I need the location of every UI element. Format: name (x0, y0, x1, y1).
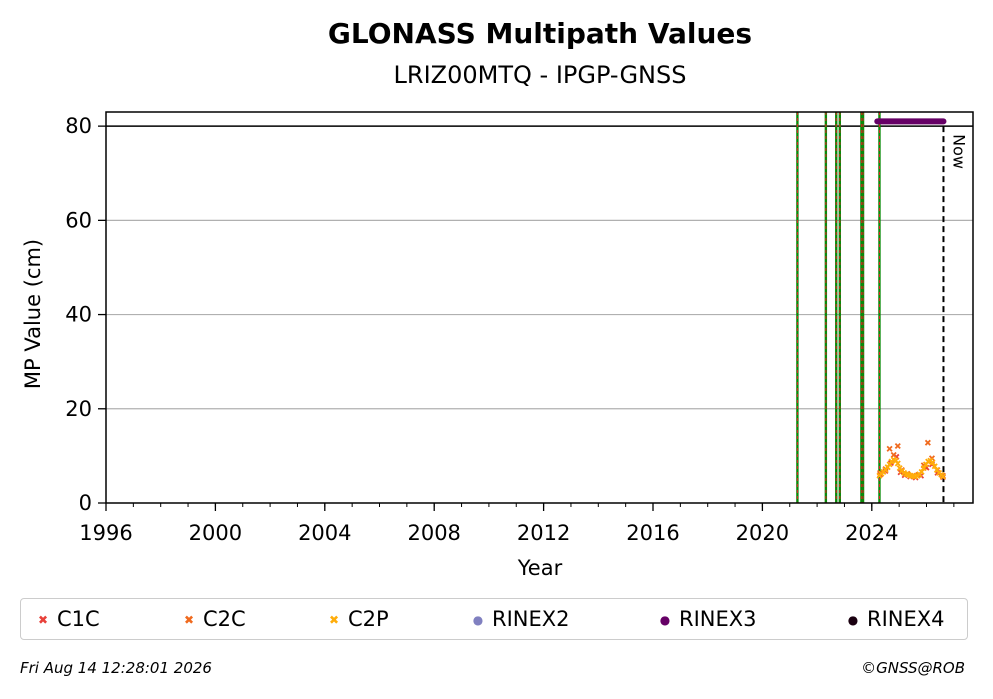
legend-item-c2c: ✖ C2C (181, 608, 246, 631)
data-point (931, 463, 938, 470)
x-marker-icon: ✖ (183, 613, 195, 627)
legend-label: RINEX2 (492, 607, 570, 631)
legend-item-rinex3: ● RINEX3 (657, 608, 757, 631)
plot-frame (105, 111, 974, 504)
y-tick-label: 0 (79, 491, 92, 515)
x-tick-label: 2020 (736, 521, 789, 545)
legend-label: C2C (203, 607, 246, 631)
data-point (939, 473, 946, 480)
y-tick-label: 60 (65, 208, 92, 232)
x-tick-label: 2000 (189, 521, 242, 545)
chart-subtitle: LRIZ00MTQ - IPGP-GNSS (394, 61, 687, 89)
now-label: Now (949, 134, 968, 169)
legend: ✖ C1C ✖ C2C ✖ C2P ● RINEX2 ● RINEX3 ● RINEX4 (20, 598, 968, 640)
y-tick-label: 80 (65, 114, 92, 138)
data-point (894, 442, 901, 450)
copyright-credit: ©GNSS@ROB (861, 659, 965, 677)
x-tick-label: 2004 (298, 521, 351, 545)
data-point (890, 451, 897, 458)
x-tick-label: 2024 (845, 521, 898, 545)
data-point (886, 445, 893, 452)
legend-item-c1c: ✖ C1C (35, 608, 100, 631)
x-axis-label: Year (517, 556, 563, 580)
legend-label: C1C (57, 607, 100, 631)
legend-item-c2p: ✖ C2P (326, 608, 389, 631)
x-tick-label: 1996 (79, 521, 132, 545)
x-tick-label: 2012 (517, 521, 570, 545)
legend-item-rinex2: ● RINEX2 (470, 608, 570, 631)
legend-label: C2P (348, 607, 389, 631)
y-tick-label: 40 (65, 303, 92, 327)
y-tick-label: 20 (65, 397, 92, 421)
legend-item-rinex4: ● RINEX4 (845, 608, 945, 631)
chart: GLONASS Multipath Values LRIZ00MTQ - IPG… (21, 17, 974, 580)
dot-marker-icon: ● (659, 613, 671, 627)
legend-label: RINEX3 (679, 607, 757, 631)
generated-timestamp: Fri Aug 14 12:28:01 2026 (20, 659, 212, 677)
dot-marker-icon: ● (847, 613, 859, 627)
x-marker-icon: ✖ (37, 613, 49, 627)
data-point (894, 460, 901, 467)
x-tick-label: 2016 (626, 521, 679, 545)
data-point (929, 459, 936, 466)
plot-area: Now 1996 2000 2004 2008 2012 2016 2020 2024 0 20 40… (65, 111, 974, 545)
data-point (924, 439, 931, 446)
chart-title: GLONASS Multipath Values (328, 17, 752, 50)
legend-label: RINEX4 (867, 607, 945, 631)
x-tick-label: 2008 (407, 521, 460, 545)
dot-marker-icon: ● (472, 613, 484, 627)
x-marker-icon: ✖ (328, 613, 340, 627)
data-point (920, 465, 927, 472)
y-axis-label: MP Value (cm) (21, 239, 45, 389)
data-point (918, 468, 925, 475)
